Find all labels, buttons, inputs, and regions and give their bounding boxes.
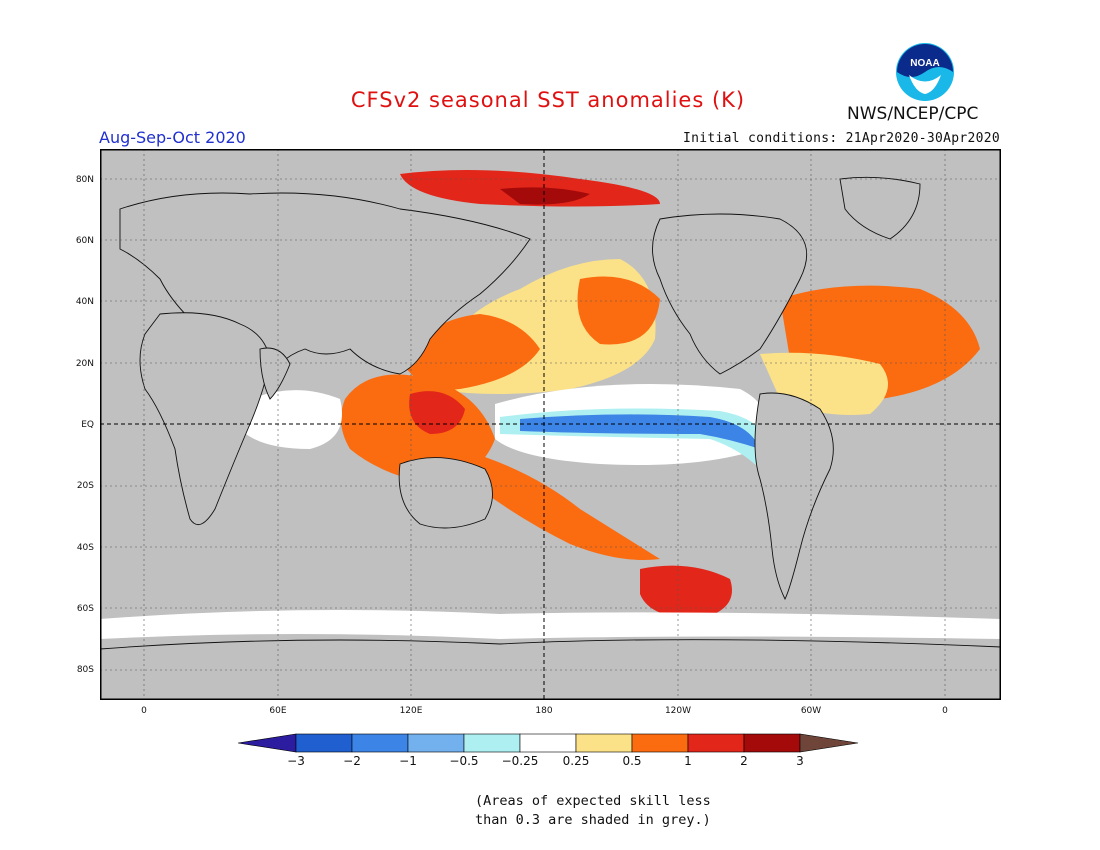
colorbar-tick-label: −3 [287, 754, 305, 768]
colorbar-tick-label: 3 [796, 754, 804, 768]
initial-conditions-label: Initial conditions: 21Apr2020-30Apr2020 [683, 131, 1000, 146]
lon-label-120e: 120E [399, 706, 423, 716]
colorbar-swatch [743, 733, 801, 753]
colorbar-swatch [463, 733, 521, 753]
agency-label: NWS/NCEP/CPC [847, 104, 979, 124]
lon-label-60e: 60E [269, 706, 287, 716]
anomaly-eq-pacific-cold [520, 414, 760, 449]
anomaly-southern-ocean-neutral [100, 610, 1001, 639]
skill-note: (Areas of expected skill less than 0.3 a… [475, 792, 711, 830]
lon-label-60w: 60W [800, 706, 822, 716]
land-africa [139, 312, 271, 526]
anomaly-indian-ocean-neutral [240, 390, 342, 449]
logo-text: NOAA [910, 58, 939, 69]
colorbar [238, 733, 859, 753]
colorbar-swatch [407, 733, 465, 753]
lat-label-80s: 80S [76, 665, 94, 675]
colorbar-tick-label: −0.5 [449, 754, 479, 768]
anomaly-south-pacific-hot [640, 565, 732, 619]
land-india [259, 347, 291, 400]
colorbar-tick-label: −0.25 [501, 754, 539, 768]
colorbar-tick-label: 2 [740, 754, 748, 768]
colorbar-swatch [351, 733, 409, 753]
colorbar-tick-label: 0.25 [562, 754, 590, 768]
colorbar-swatch [575, 733, 633, 753]
land-greenland [839, 176, 921, 240]
anomaly-ne-pacific-warm [577, 276, 660, 345]
skill-note-line-2: than 0.3 are shaded in grey.) [475, 812, 711, 828]
lon-label-180: 180 [535, 706, 553, 716]
anomaly-maritime-hot [409, 391, 465, 434]
chart-title: CFSv2 seasonal SST anomalies (K) [350, 88, 746, 112]
lat-label-60n: 60N [75, 236, 94, 246]
colorbar-swatch [295, 733, 353, 753]
noaa-logo: NOAA [896, 43, 954, 101]
lat-label-20n: 20N [75, 359, 94, 369]
lat-label-eq: EQ [81, 420, 94, 430]
colorbar-arrow-low [238, 733, 297, 753]
colorbar-tick-label: −2 [343, 754, 361, 768]
lon-label-0-east: 0 [942, 706, 948, 716]
anomaly-arctic-hot [500, 187, 590, 205]
colorbar-swatch [519, 733, 577, 753]
anomaly-south-pacific-warm [460, 449, 660, 560]
land-south-america [754, 392, 834, 601]
colorbar-arrow-high [799, 733, 859, 753]
lat-label-60s: 60S [76, 604, 94, 614]
lon-label-0-west: 0 [141, 706, 147, 716]
land-australia [398, 457, 493, 529]
season-label: Aug-Sep-Oct 2020 [99, 128, 246, 147]
anomaly-fields [100, 170, 1001, 639]
equator-dateline [100, 149, 1001, 700]
map-frame [100, 149, 1001, 700]
sst-anomaly-map [100, 149, 1001, 700]
colorbar-swatch [687, 733, 745, 753]
land-north-america [652, 213, 808, 375]
lon-label-120w: 120W [664, 706, 692, 716]
lat-label-40n: 40N [75, 297, 94, 307]
coastlines [100, 176, 1001, 700]
colorbar-tick-label: 1 [684, 754, 692, 768]
colorbar-swatch [631, 733, 689, 753]
skill-note-line-1: (Areas of expected skill less [475, 793, 711, 809]
lat-label-80n: 80N [75, 175, 94, 185]
lat-label-40s: 40S [76, 543, 94, 553]
lat-label-20s: 20S [76, 481, 94, 491]
colorbar-tick-label: 0.5 [622, 754, 642, 768]
colorbar-tick-label: −1 [399, 754, 417, 768]
